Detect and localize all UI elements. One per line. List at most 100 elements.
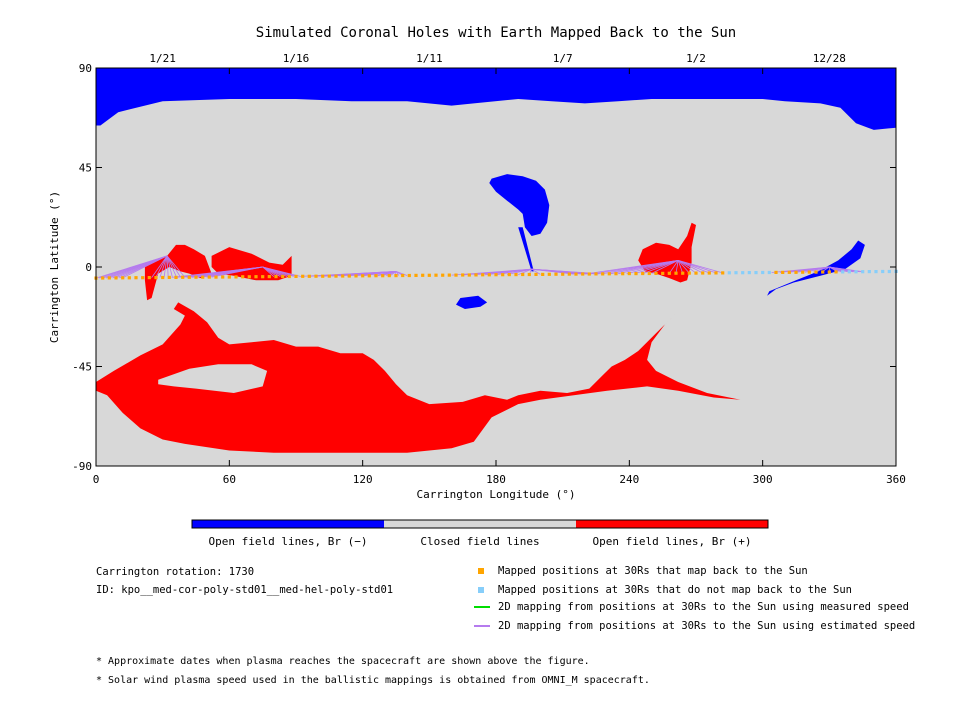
mapped-position-point — [414, 273, 418, 277]
mapped-position-point — [654, 271, 658, 275]
mapped-position-point — [367, 274, 371, 278]
mapped-position-point — [714, 271, 718, 275]
legend-marker-mapped-back — [478, 568, 484, 574]
mapped-position-point — [461, 273, 465, 277]
mapped-position-point — [601, 272, 605, 276]
map-plot-area — [94, 67, 898, 467]
mapped-position-point — [401, 273, 405, 278]
mapped-position-point — [721, 271, 725, 275]
positive-mid-region — [638, 222, 696, 283]
mapped-position-point — [101, 276, 105, 280]
mapped-position-point — [354, 274, 358, 278]
legend-label-not-mapped-back: Mapped positions at 30Rs that do not map… — [498, 584, 853, 596]
mapped-position-point — [294, 274, 298, 278]
mapping-line — [634, 260, 679, 274]
mapping-line — [159, 255, 168, 278]
mapped-position-point — [574, 272, 578, 276]
mapped-position-point — [114, 276, 118, 280]
x-tick-label: 120 — [353, 473, 373, 486]
mapped-position-point — [194, 275, 198, 279]
mapping-line — [163, 255, 168, 278]
top-date-label: 1/21 — [149, 52, 176, 65]
positive-south-region — [96, 302, 741, 453]
legend-label-measured-speed: 2D mapping from positions at 30Rs to the… — [498, 601, 909, 613]
positive-south-hole-region — [158, 364, 268, 393]
mapped-position-point — [634, 272, 638, 276]
mapped-position-point — [787, 270, 791, 274]
mapped-position-point — [214, 275, 218, 279]
mapped-position-point — [381, 274, 385, 278]
mapped-position-point — [687, 271, 691, 275]
mapping-line — [643, 260, 679, 274]
mapped-position-point — [307, 274, 311, 278]
mapped-position-point — [167, 275, 171, 279]
mapped-position-point — [467, 273, 471, 277]
colorbar-open-negative — [192, 520, 384, 528]
mapped-position-point — [581, 272, 585, 276]
mapped-positions-trajectory — [94, 269, 898, 280]
unmapped-position-point — [741, 271, 745, 275]
mapped-position-point — [141, 276, 145, 280]
colorbar-label-open-positive: Open field lines, Br (+) — [593, 535, 752, 548]
legend-marker-not-mapped-back — [478, 587, 484, 593]
carrington-rotation-label: Carrington rotation: 1730 — [96, 566, 255, 578]
colorbar: Open field lines, Br (−) Closed field li… — [191, 519, 769, 548]
mapped-position-point — [201, 275, 205, 279]
mapping-line — [651, 260, 679, 274]
mapped-position-point — [501, 273, 505, 277]
mapped-position-point — [134, 276, 138, 280]
x-tick-label: 180 — [486, 473, 506, 486]
y-tick-label: -90 — [72, 460, 92, 473]
mapped-position-point — [607, 272, 611, 276]
mapped-position-point — [107, 276, 111, 280]
footnote-dates: * Approximate dates when plasma reaches … — [96, 656, 590, 667]
mapping-line — [390, 271, 397, 276]
mapped-position-point — [547, 272, 551, 276]
mapping-line — [677, 260, 684, 274]
mapping-line — [262, 266, 301, 277]
mapped-position-point — [454, 273, 458, 277]
mapping-line — [668, 260, 679, 274]
mapped-position-point — [334, 274, 338, 278]
top-date-label: 1/11 — [416, 52, 443, 65]
mapped-position-point — [387, 274, 391, 278]
legend-label-mapped-back: Mapped positions at 30Rs that map back t… — [498, 565, 808, 577]
x-tick-label: 300 — [753, 473, 773, 486]
mapped-position-point — [287, 274, 291, 279]
mapped-position-point — [394, 274, 398, 278]
mapped-position-point — [221, 275, 225, 279]
unmapped-position-point — [881, 269, 885, 274]
mapping-line — [678, 260, 723, 274]
colorbar-label-closed: Closed field lines — [420, 535, 539, 548]
mapped-position-point — [827, 270, 831, 274]
mapped-position-point — [434, 273, 438, 277]
unmapped-position-point — [767, 270, 771, 275]
negative-hole-small-region — [456, 295, 488, 309]
north-polar-negative-region — [96, 68, 896, 130]
mapped-position-point — [421, 273, 425, 277]
mapped-position-point — [694, 271, 698, 275]
mapped-position-point — [121, 276, 125, 280]
unmapped-position-point — [874, 270, 878, 274]
legend-line-measured-speed — [474, 606, 490, 608]
unmapped-position-point — [734, 271, 738, 275]
mapped-position-point — [487, 273, 491, 277]
mapping-line — [531, 268, 541, 275]
mapped-position-point — [587, 272, 591, 276]
mapping-line — [166, 255, 169, 278]
unmapped-position-point — [867, 270, 871, 274]
mapped-position-point — [667, 271, 671, 275]
y-tick-label: 90 — [79, 62, 92, 75]
unmapped-position-point — [747, 271, 751, 275]
top-date-label: 12/28 — [813, 52, 846, 65]
mapped-position-point — [261, 275, 265, 279]
y-tick-label: 45 — [79, 162, 92, 175]
mapping-line — [151, 255, 168, 278]
mapping-line — [166, 255, 177, 278]
mapped-position-point — [514, 273, 518, 277]
mapped-position-point — [241, 275, 245, 279]
mapped-position-point — [154, 276, 158, 280]
legend-label-estimated-speed: 2D mapping from positions at 30Rs to the… — [498, 620, 916, 632]
footnote-speed-source: * Solar wind plasma speed used in the ba… — [96, 675, 650, 686]
mapped-position-point — [127, 276, 131, 280]
